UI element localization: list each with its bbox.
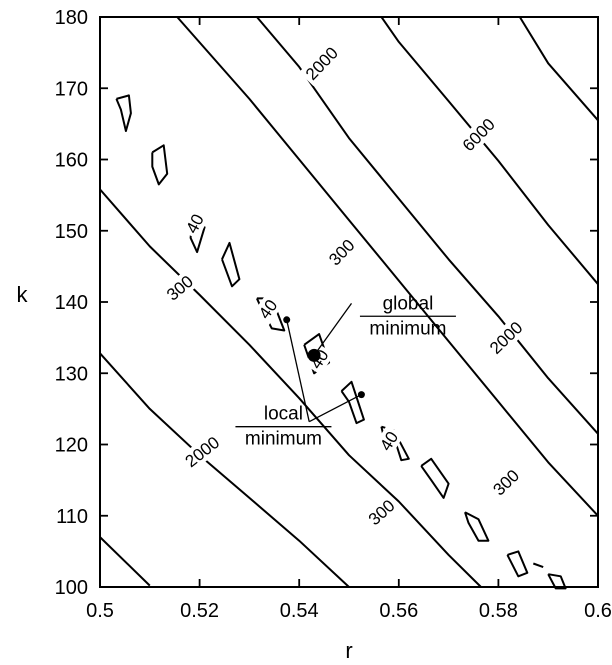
- contour-label-bg: [361, 493, 401, 532]
- contour-label: 2000: [178, 430, 226, 474]
- contour-line-300: [176, 16, 599, 517]
- x-tick-labels: 0.5 0.52 0.54 0.56 0.58 0.6: [86, 600, 612, 622]
- axis-ticks: [99, 16, 599, 588]
- y-tick-label: 100: [55, 577, 88, 599]
- contour-label-bg: [299, 40, 345, 87]
- local-minimum-label-line2: minimum: [245, 429, 322, 450]
- global-minimum-label-line2: minimum: [369, 318, 446, 339]
- x-tick-label: 0.58: [479, 600, 518, 622]
- contour-label: 300: [486, 463, 526, 502]
- y-tick-label: 180: [55, 7, 88, 29]
- contour-label-bg: [456, 111, 501, 158]
- contour-label-bg: [373, 425, 404, 457]
- minimum-points: [283, 316, 365, 399]
- y-tick-label: 160: [55, 150, 88, 172]
- x-tick-label: 0.6: [584, 600, 612, 622]
- contour-line-6000: [99, 536, 151, 587]
- y-tick-label: 140: [55, 292, 88, 314]
- contour-line-40: [547, 573, 567, 590]
- x-tick-label: 0.54: [280, 600, 319, 622]
- contour-label-bg: [160, 269, 200, 307]
- y-axis-title: k: [17, 282, 29, 307]
- contour-label-bg: [486, 463, 526, 502]
- contour-label-bg: [483, 315, 529, 361]
- local-minimum-leader: [308, 394, 362, 423]
- contour-label-bg: [322, 232, 361, 272]
- y-tick-label: 150: [55, 221, 88, 243]
- contour-line-40: [151, 144, 169, 186]
- global-minimum-label-line1: global: [383, 293, 434, 314]
- contour-line-40: [115, 94, 132, 132]
- contour-line-6000: [518, 16, 599, 121]
- x-tick-label: 0.52: [180, 600, 219, 622]
- x-tick-label: 0.5: [86, 600, 114, 622]
- global-minimum-leader: [313, 303, 353, 356]
- contour-line-40: [506, 550, 529, 578]
- y-tick-label: 130: [55, 363, 88, 385]
- contour-line-2000: [99, 352, 350, 588]
- y-tick-label: 170: [55, 78, 88, 100]
- local-minimum-label-line1: local: [264, 404, 303, 425]
- x-tick-label: 0.56: [379, 600, 418, 622]
- local-minimum-point: [357, 391, 365, 399]
- contour-line-40: [420, 457, 450, 499]
- contour-line-300: [99, 188, 482, 588]
- contour-line-40: [464, 511, 490, 542]
- contour-label-text: 40: [255, 296, 281, 322]
- y-tick-label: 120: [55, 435, 88, 457]
- contour-label-bg: [179, 207, 210, 240]
- contour-line-6000: [380, 16, 599, 285]
- contour-label: 300: [322, 232, 361, 272]
- contour-lines: [99, 16, 599, 590]
- contour-line-40: [221, 241, 241, 288]
- contour-label-bg: [178, 430, 226, 474]
- contour-label: 2000: [483, 315, 529, 361]
- contour-line-40: [532, 562, 544, 569]
- contour-label: 2000: [299, 40, 345, 87]
- contour-label: 40: [179, 207, 210, 240]
- annotation-leaders: [235, 303, 456, 428]
- contour-line-40: [340, 380, 365, 425]
- y-tick-label: 110: [56, 506, 88, 528]
- local-minimum-leader: [286, 319, 310, 422]
- y-tick-labels: 100 110 120 130 140 150 160 170 180: [55, 7, 88, 599]
- local-minimum-point: [283, 316, 291, 324]
- contour-label-bg: [252, 293, 284, 326]
- x-axis-title: r: [345, 638, 352, 663]
- global-minimum-point: [307, 348, 321, 362]
- annotation-labels: global minimum local minimum: [245, 293, 447, 449]
- contour-label: 40: [373, 425, 404, 457]
